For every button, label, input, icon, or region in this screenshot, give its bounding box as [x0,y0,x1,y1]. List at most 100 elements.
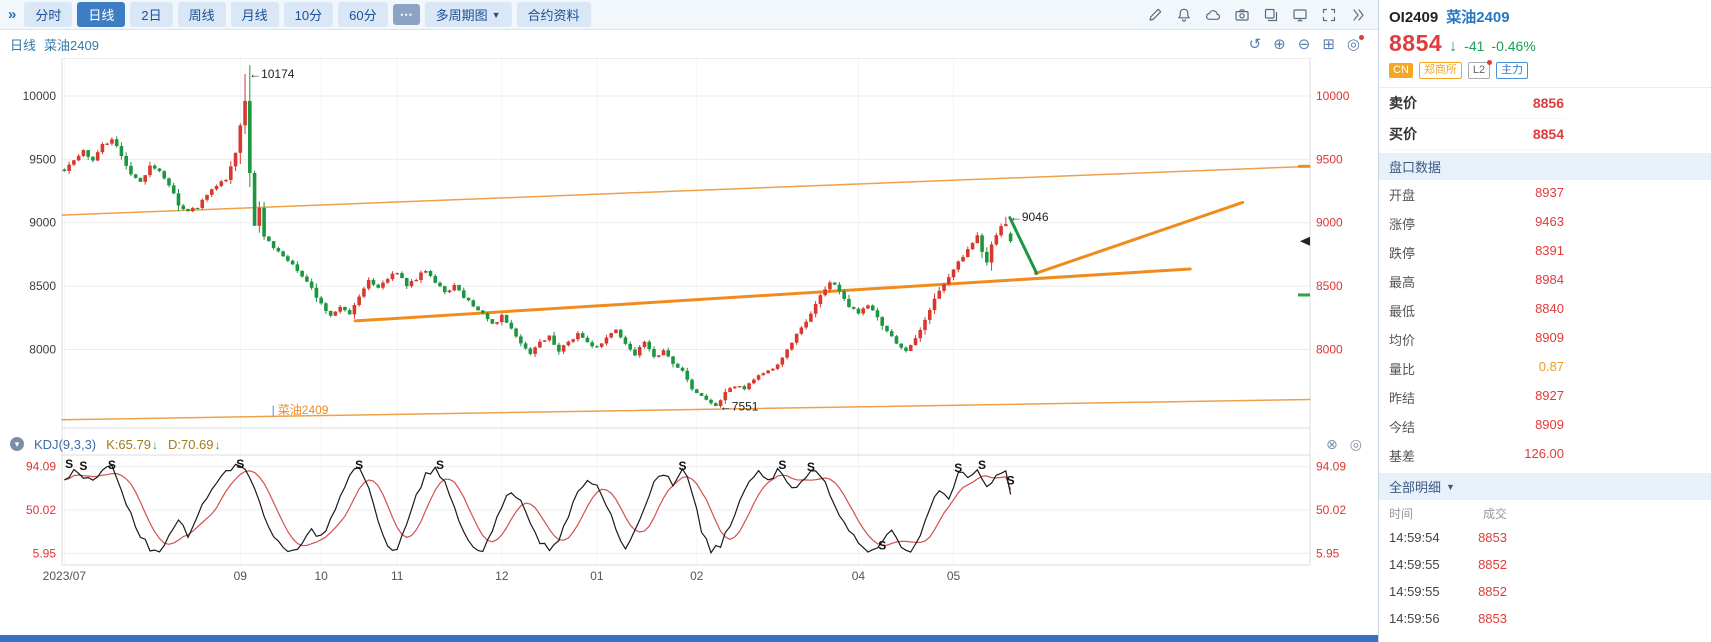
kdj-title[interactable]: KDJ(9,3,3) [34,436,97,452]
svg-text:11: 11 [391,569,404,583]
trade-time: 14:59:55 [1389,557,1440,572]
axis-labels: 2023/07 09 10 11 12 01 02 04 05 10000 10000 9500 950… [23,89,1350,583]
multi-period-label: 多周期图 [435,8,488,23]
price-row: 8854 ↓ -41 -0.46% [1379,27,1711,57]
chart-pane: » 分时 日线 2日 周线 月线 10分 60分 ⋯ 多周期图 ▼ 合约资料 日线 菜油24… [0,0,1378,642]
tab-2日[interactable]: 2日 [130,2,173,27]
field-row-昨结: 昨结 8927 [1389,383,1564,412]
field-label: 量比 [1389,362,1416,377]
bid-ask-label: 卖价 [1389,95,1417,111]
edge-mark [1298,293,1310,297]
candlestick-chart[interactable]: 2023/07 09 10 11 12 01 02 04 05 10000 10000 9500 950… [0,58,1378,614]
chart-area: 日线 菜油2409 ↺ ⊕ ⊖ ⊞ ◎ 2023/07 09 10 11 12 01 02 04 05 1… [0,30,1378,642]
edit-icon[interactable] [1147,7,1163,23]
gridlines [61,58,1311,566]
chart-symbol-label: 菜油2409 [44,37,99,53]
badge-郑商所: 郑商所 [1418,62,1462,79]
copy-icon[interactable] [1263,7,1279,23]
quote-panel: OI2409 菜油2409 8854 ↓ -41 -0.46% CN 郑商所 L2 主… [1378,0,1711,642]
field-label: 均价 [1389,333,1416,348]
field-value: 8927 [1535,388,1564,403]
detail-table-header: 时间 成交 [1389,505,1507,522]
trade-detail-row: 14:59:55 8852 [1389,578,1507,605]
trade-time: 14:59:54 [1389,530,1440,545]
field-row-今结: 今结 8909 [1389,412,1564,441]
target-icon[interactable]: ◎ [1349,435,1362,452]
field-value: 8984 [1535,272,1564,287]
detail-section-header[interactable]: 全部明细 ▼ [1379,473,1711,500]
bell-icon[interactable] [1176,7,1192,23]
zoom-in-icon[interactable]: ⊕ [1273,35,1286,53]
zoom-out-icon[interactable]: ⊖ [1297,35,1311,53]
tab-日线[interactable]: 日线 [77,2,126,27]
svg-text:9000: 9000 [1316,216,1343,230]
field-value: 126.00 [1524,446,1564,461]
tab-10分[interactable]: 10分 [283,2,334,27]
undo-icon[interactable]: ↺ [1248,35,1262,53]
field-value: 0.87 [1538,359,1564,374]
svg-text:8500: 8500 [1316,279,1343,293]
contract-info-button[interactable]: 合约资料 [516,2,591,27]
badge-主力: 主力 [1496,62,1529,79]
field-row-量比: 量比 0.87 [1389,354,1564,383]
field-value: 9463 [1535,214,1564,229]
collapse-indicator-icon[interactable]: ▾ [10,437,24,451]
tab-月线[interactable]: 月线 [230,2,279,27]
tab-60分[interactable]: 60分 [338,2,388,27]
field-row-涨停: 涨停 9463 [1389,209,1564,238]
fullscreen-icon[interactable] [1321,7,1337,23]
field-value: 8909 [1535,417,1564,432]
trade-time: 14:59:56 [1389,611,1440,626]
bid-ask-row: 买价 8854 [1389,119,1564,150]
trade-time: 14:59:55 [1389,584,1440,599]
svg-text:12: 12 [495,569,509,583]
signal-marker: S [436,458,444,472]
expand-icon[interactable] [1350,7,1366,23]
trade-detail-row: 14:59:54 8853 [1389,524,1507,551]
price-annotation: ←9046 [1010,210,1049,224]
badge-row: CN 郑商所 L2 主力 [1379,57,1711,88]
down-arrow-icon: ↓ [1449,38,1458,55]
field-row-最高: 最高 8984 [1389,267,1564,296]
field-label: 涨停 [1389,217,1416,232]
price-change-percent: -0.46% [1491,38,1536,54]
tab-周线[interactable]: 周线 [177,2,226,27]
signal-marker: S [79,459,87,473]
monitor-icon[interactable] [1292,7,1308,23]
settings-target-icon[interactable]: ◎ [1347,34,1364,52]
multi-period-dropdown[interactable]: 多周期图 ▼ [424,2,512,27]
field-label: 基差 [1389,449,1416,464]
field-row-最低: 最低 8840 [1389,296,1564,325]
badge-CN: CN [1389,63,1413,78]
camera-icon[interactable] [1234,7,1250,23]
tab-分时[interactable]: 分时 [24,2,73,27]
field-label: 最低 [1389,304,1416,319]
contract-name: 菜油2409 [1446,9,1510,26]
bottom-bar [0,635,1378,642]
cloud-icon[interactable] [1205,7,1221,23]
close-icon[interactable]: ⊗ [1326,435,1338,452]
pane-layout-icon[interactable]: ⊞ [1322,35,1335,53]
svg-text:05: 05 [947,569,961,583]
kdj-d-value: D:70.69↓ [167,436,221,452]
svg-text:50.02: 50.02 [26,503,56,517]
field-row-基差: 基差 126.00 [1389,441,1564,470]
svg-text:8000: 8000 [1316,342,1343,356]
kdj-k-value: K:65.79↓ [106,436,158,452]
bid-ask-block: 卖价 8856 买价 8854 [1379,88,1711,150]
more-periods-button[interactable]: ⋯ [392,3,420,26]
collapse-panel-icon[interactable]: » [8,6,17,23]
pankou-section-header: 盘口数据 [1379,153,1711,180]
field-value: 8391 [1535,243,1564,258]
svg-text:9500: 9500 [1316,152,1343,166]
chart-toolbar-icons: ↺ ⊕ ⊖ ⊞ ◎ [1248,34,1364,53]
trade-price: 8853 [1478,530,1507,545]
kdj-plot: S S S S S S S S SSS SS [64,457,1015,555]
signal-marker: S [778,458,786,472]
bid-ask-value: 8856 [1532,95,1564,111]
detail-col-time: 时间 [1389,507,1414,521]
bid-ask-row: 卖价 8856 [1389,88,1564,119]
chart-header: 日线 菜油2409 ↺ ⊕ ⊖ ⊞ ◎ [0,30,1378,58]
signal-marker: S [65,457,73,471]
svg-text:94.09: 94.09 [1316,460,1346,474]
